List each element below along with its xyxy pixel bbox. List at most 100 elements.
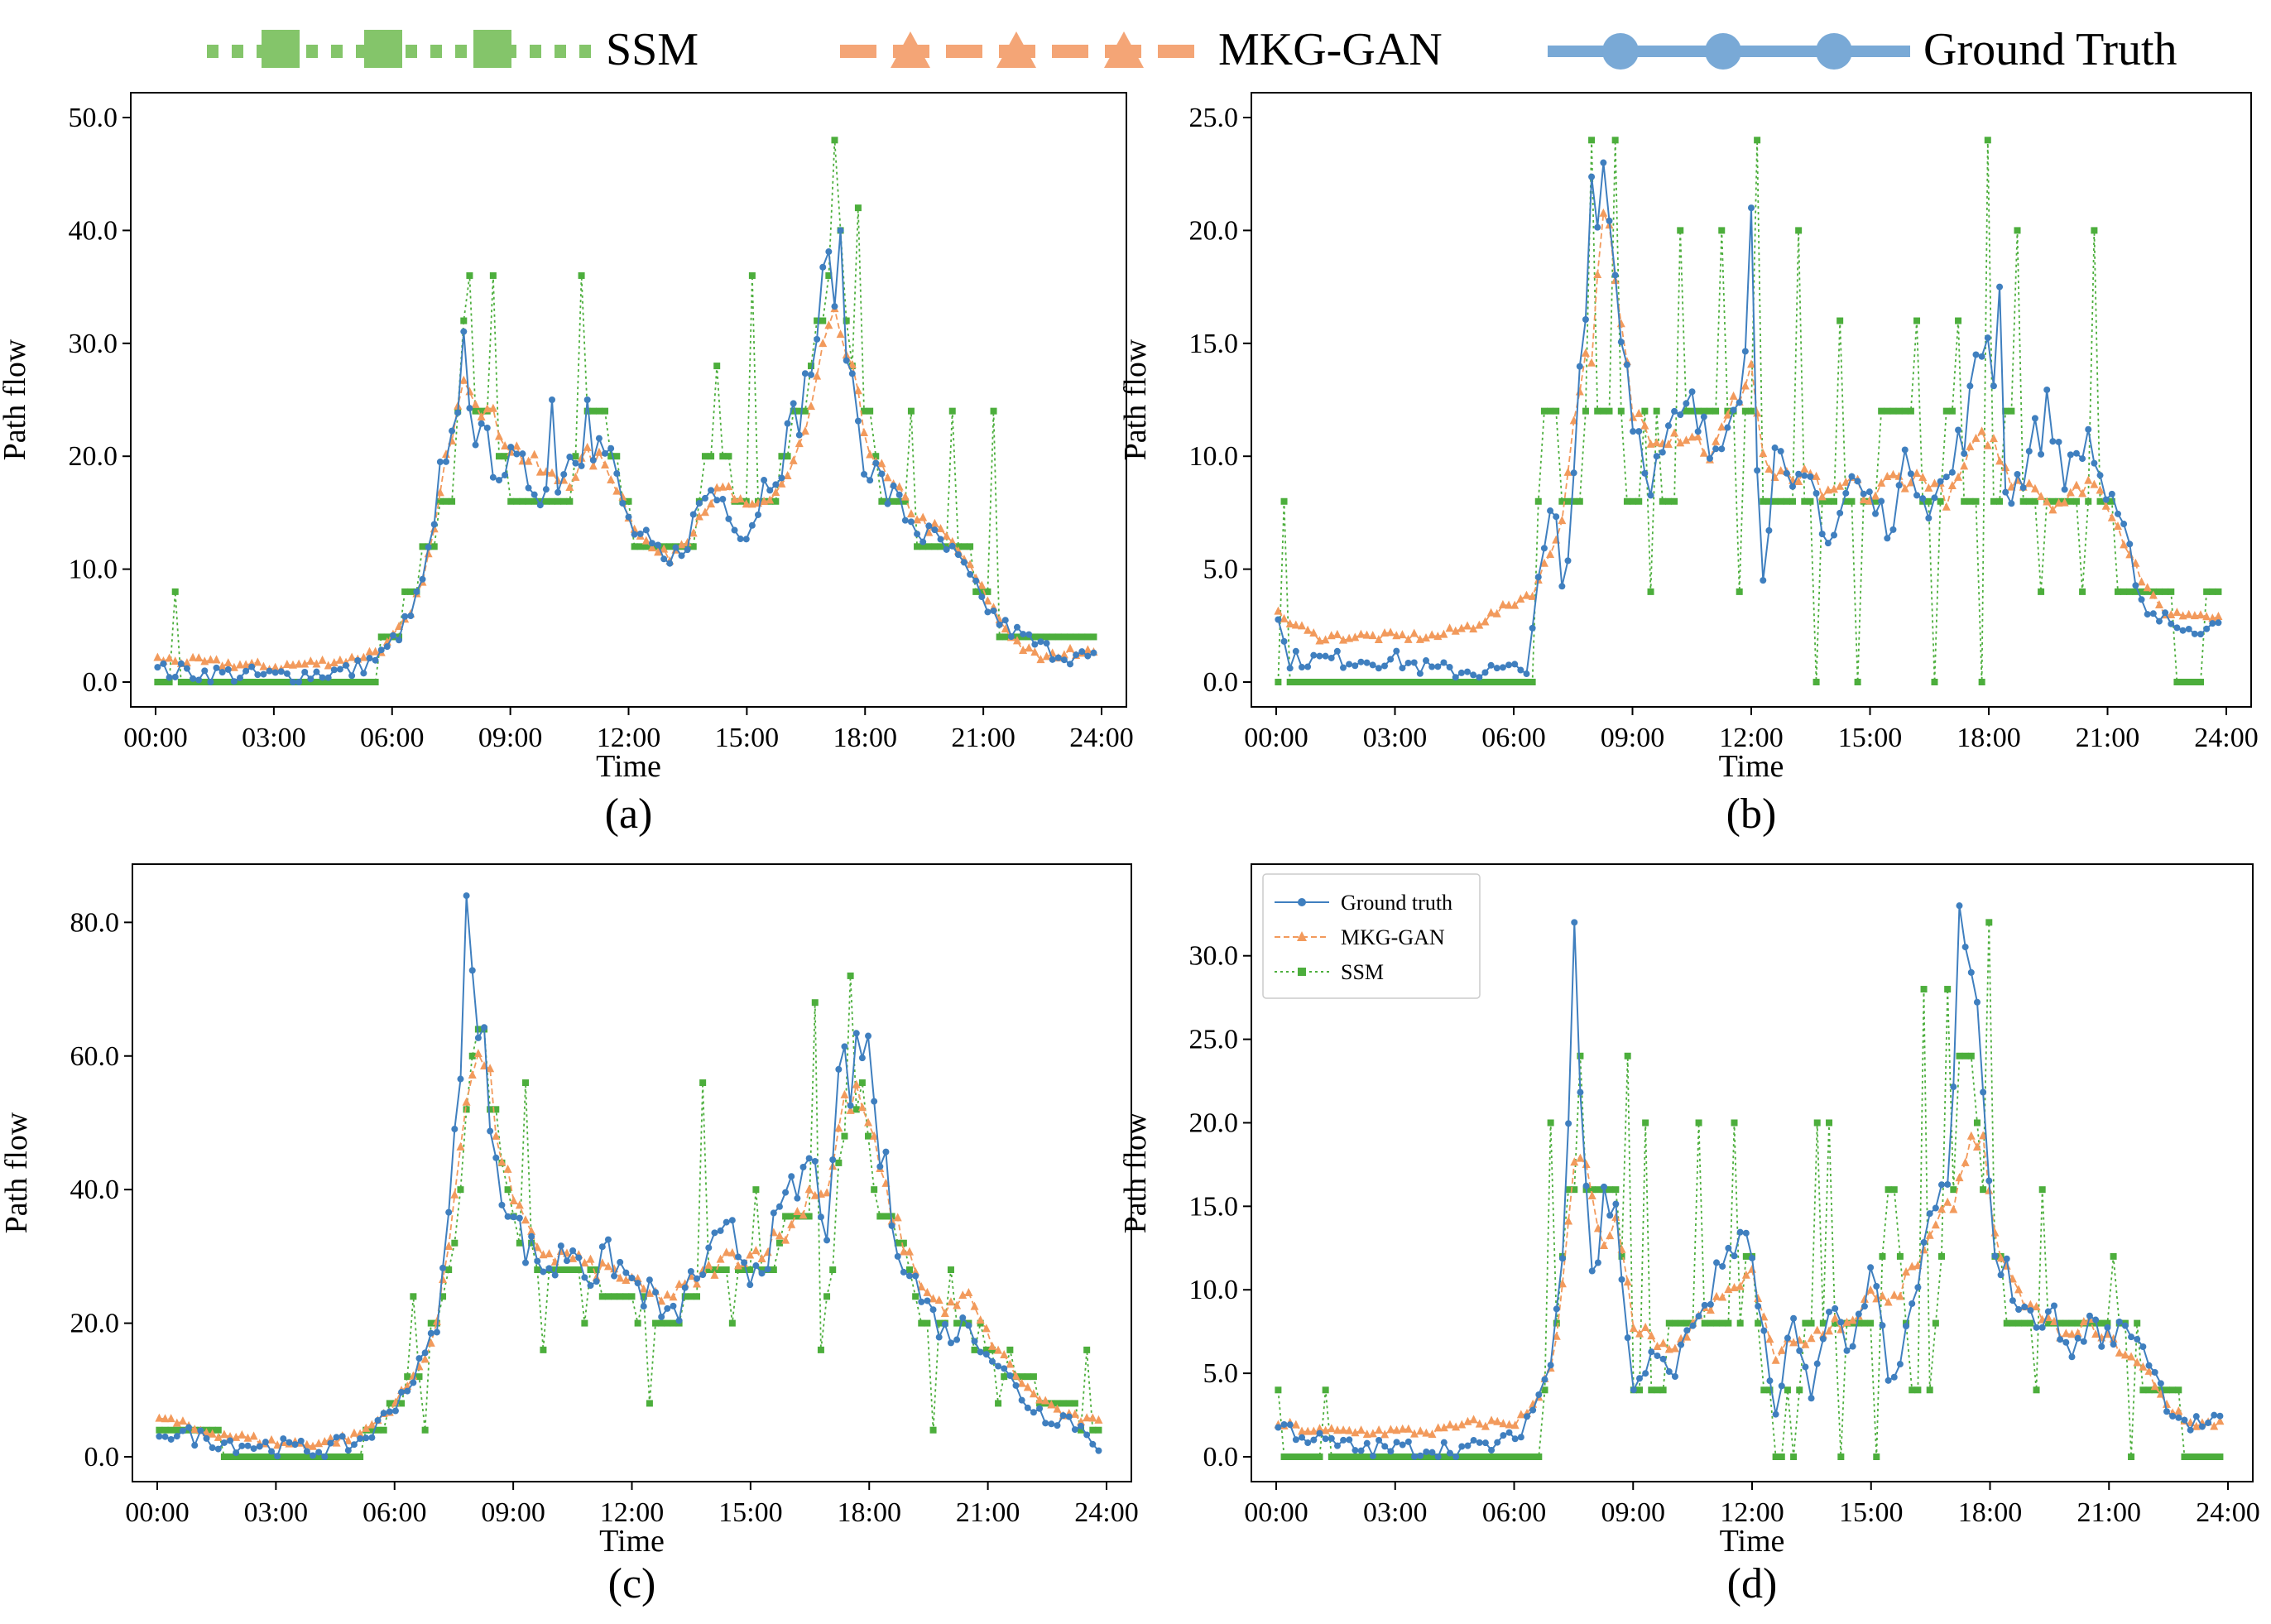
gt-point	[343, 661, 350, 669]
mkg-point	[1452, 1422, 1461, 1431]
mkg-point	[1274, 606, 1283, 615]
gt-point	[1470, 1437, 1477, 1444]
mkg-point	[1280, 613, 1289, 622]
ssm-point	[2134, 1319, 2141, 1327]
ssm-point	[1606, 1186, 1614, 1194]
ssm-point	[1505, 679, 1513, 685]
gt-point	[1765, 526, 1773, 534]
ssm-point	[333, 1453, 340, 1460]
gt-point	[171, 673, 179, 680]
gt-point	[687, 1267, 694, 1275]
mkg-point	[823, 1188, 832, 1197]
gt-point	[1292, 1436, 1299, 1444]
gt-point	[1896, 1361, 1904, 1368]
y-tick-label: 20.0	[69, 441, 118, 472]
gt-point	[1346, 1436, 1353, 1444]
gt-point	[1564, 557, 1572, 565]
gt-point	[319, 674, 326, 681]
gt-point	[214, 1445, 222, 1453]
gt-point	[967, 570, 974, 578]
panel-c: 0.020.040.060.080.000:00 03:00 06:00 09:00 1…	[0, 863, 1139, 1607]
ssm-point	[1618, 1252, 1625, 1260]
mkg-point	[1475, 1419, 1484, 1428]
mkg-point	[866, 449, 875, 459]
ssm-point	[525, 497, 532, 505]
mkg-point	[946, 1297, 955, 1306]
ssm-point	[1760, 497, 1767, 505]
mkg-point	[1902, 1266, 1911, 1276]
gt-point	[1790, 1314, 1798, 1322]
gt-point	[1659, 449, 1666, 456]
gt-point	[516, 1214, 523, 1222]
gt-point	[569, 1247, 577, 1255]
gt-point	[604, 1236, 612, 1243]
ssm-point	[1470, 679, 1477, 685]
gt-point	[230, 678, 238, 685]
mkg-point	[704, 1260, 713, 1269]
ssm-point	[808, 363, 815, 370]
x-tick-label: 24:00	[2196, 1497, 2259, 1528]
gt-point	[717, 1227, 724, 1234]
ssm-point	[631, 543, 638, 550]
y-tick-label: 0.0	[84, 1442, 120, 1473]
ssm-point	[463, 1106, 470, 1113]
ssm-point	[1901, 407, 1909, 415]
ssm-point	[825, 271, 833, 279]
gt-point	[1500, 1432, 1507, 1439]
gt-point	[636, 530, 644, 537]
gt-point	[1018, 1396, 1025, 1404]
mkg-point	[1558, 516, 1567, 525]
gt-point	[360, 670, 367, 677]
gt-point	[1689, 1322, 1697, 1329]
gt-point	[625, 513, 632, 521]
mkg-point	[1972, 1141, 1981, 1151]
ssm-point	[531, 497, 538, 505]
ssm-point	[867, 407, 874, 415]
ssm-point	[1357, 1453, 1365, 1460]
gt-point	[1873, 1282, 1880, 1290]
x-tick-label: 18:00	[833, 723, 897, 753]
mkg-point	[1670, 428, 1679, 437]
mkg-point	[1955, 1173, 1964, 1182]
mkg-point	[930, 518, 939, 527]
ssm-point	[578, 271, 585, 279]
gt-point	[1647, 492, 1654, 499]
mkg-point	[1754, 1294, 1763, 1303]
gt-point	[1984, 334, 1991, 342]
ssm-point	[1713, 1319, 1721, 1327]
ssm-point	[1725, 1319, 1732, 1327]
mkg-point	[306, 656, 315, 665]
gt-point	[1664, 422, 1672, 430]
ssm-point	[1765, 497, 1773, 505]
ssm-point	[513, 497, 521, 505]
ssm-point	[829, 1266, 837, 1274]
ssm-point	[1795, 227, 1803, 234]
mkg-point	[622, 1276, 631, 1285]
gt-point	[1434, 1453, 1442, 1460]
gt-point	[678, 552, 685, 560]
ssm-point	[1896, 1252, 1904, 1260]
ssm-point	[1942, 407, 1950, 415]
gt-point	[2057, 1336, 2064, 1343]
gt-point	[1275, 616, 1282, 623]
ssm-point	[894, 1239, 901, 1247]
gt-point	[1316, 1429, 1323, 1437]
gt-point	[1938, 1181, 1946, 1189]
gt-point	[1540, 545, 1548, 552]
gt-point	[1505, 1429, 1513, 1436]
mkg-point	[229, 662, 238, 671]
mkg-point	[580, 1258, 589, 1267]
gt-point	[179, 1427, 186, 1434]
mkg-point	[1996, 1253, 2005, 1262]
gt-point	[1030, 1409, 1037, 1416]
mkg-point	[2030, 483, 2039, 492]
gt-point	[2132, 582, 2139, 589]
mkg-point	[492, 1131, 501, 1140]
mkg-point	[976, 1315, 985, 1324]
mkg-point	[700, 507, 709, 517]
ssm-point	[266, 679, 273, 685]
mkg-point	[1291, 1420, 1300, 1429]
gt-point	[1802, 1363, 1809, 1371]
gt-point	[2203, 625, 2211, 632]
gt-point	[2086, 1312, 2093, 1319]
